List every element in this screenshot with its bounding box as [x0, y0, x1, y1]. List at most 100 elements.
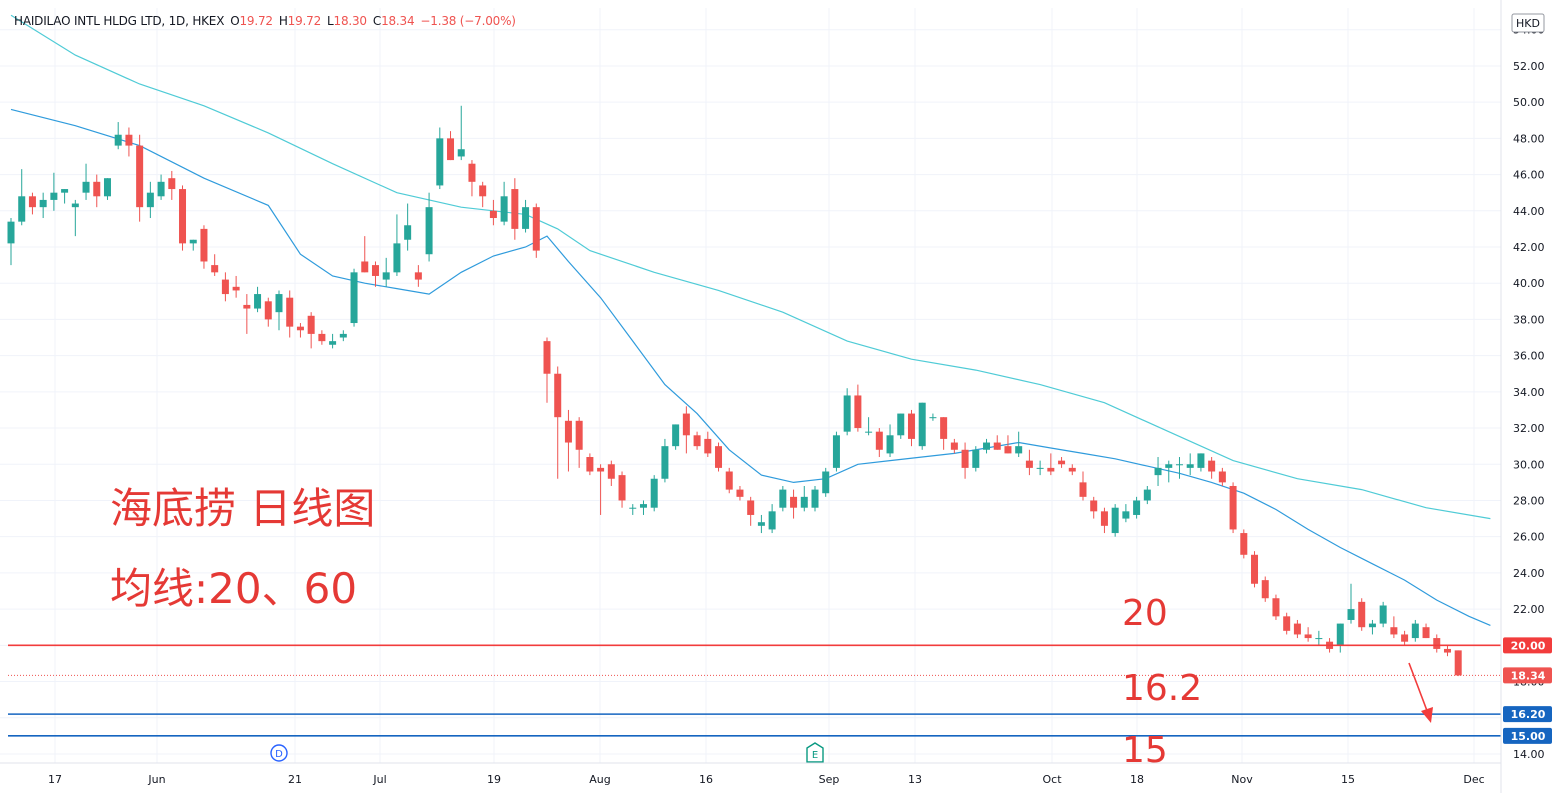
- x-tick-label: Jul: [372, 773, 386, 786]
- time-axis[interactable]: 17 Jun 21 Jul 19 Aug 16 Sep 13 Oct 18 Nov 15 Dec: [0, 762, 1501, 786]
- candle-body: [961, 449, 969, 468]
- y-tick-label: 26.00: [1513, 531, 1545, 544]
- candle-body: [468, 163, 476, 182]
- candle: [1079, 471, 1087, 501]
- candle-body: [414, 272, 422, 280]
- price-tag-bg: [1503, 706, 1552, 723]
- candle: [7, 218, 15, 266]
- candle: [221, 272, 229, 302]
- candle: [1422, 623, 1430, 639]
- event-marker-d[interactable]: D: [270, 744, 288, 762]
- candle: [554, 366, 562, 479]
- candle-body: [329, 341, 337, 345]
- currency-badge-frame: [1511, 13, 1545, 33]
- candle: [843, 388, 851, 436]
- horizontal-levels[interactable]: [8, 644, 1501, 737]
- candle: [61, 189, 69, 204]
- candle: [1336, 623, 1344, 653]
- candle: [1004, 435, 1012, 454]
- candle: [865, 417, 873, 436]
- y-tick-label: 30.00: [1513, 458, 1545, 471]
- candle: [361, 236, 369, 273]
- candle-body: [146, 192, 154, 208]
- price-tag: 20.00: [1503, 637, 1552, 654]
- low-label: L: [327, 14, 334, 28]
- event-marker-e[interactable]: E: [806, 742, 824, 763]
- candle: [1100, 507, 1108, 534]
- y-tick-label: 28.00: [1513, 494, 1545, 507]
- candle: [1143, 485, 1151, 505]
- ma60-path: [10, 14, 1491, 520]
- candle-body: [1100, 511, 1108, 526]
- candle-body: [7, 221, 15, 244]
- symbol-header: HAIDILAO INTL HLDG LTD, 1D, HKEX O19.72 H1…: [14, 14, 516, 28]
- candle: [1283, 612, 1291, 635]
- candle: [854, 384, 862, 432]
- arrow-head: [1421, 707, 1433, 723]
- candle-body: [1186, 464, 1194, 468]
- annotation-level-15: 15: [1122, 730, 1168, 771]
- candle: [736, 485, 744, 501]
- candle: [50, 172, 58, 211]
- candle: [983, 438, 991, 454]
- candle: [189, 239, 197, 251]
- ma60-line: [10, 14, 1491, 520]
- candle-body: [1133, 500, 1141, 515]
- candle: [1111, 504, 1119, 537]
- candle: [693, 431, 701, 450]
- candle: [1229, 482, 1237, 534]
- candle: [811, 485, 819, 512]
- open-value: 19.72: [239, 14, 273, 28]
- candle-body: [564, 420, 572, 443]
- candle: [639, 500, 647, 515]
- candle-body: [704, 438, 712, 454]
- candle: [1122, 504, 1130, 523]
- candle-body: [843, 395, 851, 432]
- candle-body: [393, 243, 401, 273]
- x-tick-label: Sep: [819, 773, 840, 786]
- candle: [1068, 464, 1076, 476]
- candle-body: [757, 522, 765, 526]
- candle-body: [361, 261, 369, 273]
- candle-body: [1058, 460, 1066, 465]
- candle: [307, 312, 315, 349]
- candle: [1261, 576, 1269, 602]
- candle: [1390, 616, 1398, 639]
- candle-body: [179, 189, 187, 244]
- candle: [1443, 645, 1451, 657]
- candle-body: [1218, 471, 1226, 483]
- candle-body: [1143, 489, 1151, 501]
- candle: [286, 290, 294, 338]
- candle-body: [82, 181, 90, 193]
- candle: [1304, 627, 1312, 642]
- candle-body: [575, 420, 583, 450]
- candle: [1368, 619, 1376, 635]
- candle: [1090, 496, 1098, 519]
- candle-body: [993, 442, 1001, 450]
- x-tick-label: Oct: [1042, 773, 1062, 786]
- candle-body: [1090, 500, 1098, 512]
- candle: [254, 286, 262, 313]
- x-tick-label: Jun: [147, 773, 165, 786]
- candle: [575, 417, 583, 468]
- candle: [779, 485, 787, 512]
- candle-body: [103, 178, 111, 197]
- candle-body: [1390, 627, 1398, 635]
- candle: [93, 174, 101, 208]
- y-tick-label: 46.00: [1513, 169, 1545, 182]
- price-axis[interactable]: 14.0016.0018.0020.0022.0024.0026.0028.00…: [1500, 0, 1545, 793]
- candle: [1218, 467, 1226, 486]
- candle-body: [1240, 533, 1248, 555]
- y-tick-label: 44.00: [1513, 205, 1545, 218]
- currency-badge[interactable]: HKD: [1511, 13, 1545, 33]
- candle-body: [71, 203, 79, 208]
- candle: [125, 127, 133, 157]
- candle-body: [1068, 467, 1076, 472]
- candle: [1036, 460, 1044, 476]
- candle-body: [822, 471, 830, 494]
- candle-body: [371, 265, 379, 276]
- low-value: 18.30: [333, 14, 368, 28]
- candle-body: [114, 134, 122, 146]
